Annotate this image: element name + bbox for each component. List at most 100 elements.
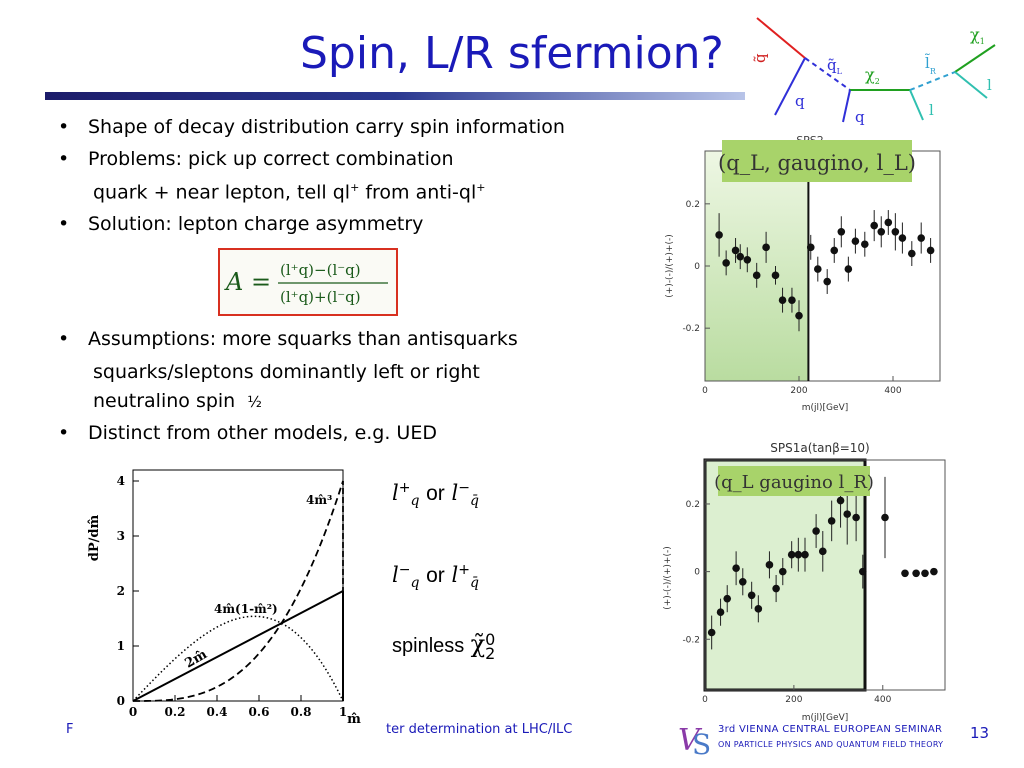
squark-label: q̃ (751, 53, 769, 63)
chart0-annot-2m: 2m̂ (183, 647, 210, 672)
chart2-xtick-label: 200 (785, 695, 802, 705)
chart2-ytick-label: -0.2 (682, 635, 700, 645)
chart2-point (921, 569, 929, 578)
chart2-label: (q_L gaugino l_R) (714, 472, 874, 493)
chart0-frame (132, 469, 344, 702)
chart1-point (743, 255, 752, 264)
chart2-point (836, 496, 845, 505)
bullet-dot: • (58, 116, 70, 138)
chart2-ytick-label: 0 (694, 568, 700, 578)
chart1-point (917, 234, 925, 242)
chart1-point (891, 228, 900, 236)
chart2-point (716, 608, 725, 617)
chart2-point (747, 591, 756, 600)
title-rule (45, 92, 745, 100)
lepton-line-2 (954, 71, 988, 99)
chart2-point (765, 561, 774, 569)
chart2-point (754, 605, 763, 613)
asymmetry-formula: A = (l⁺q)−(l⁻q) (l⁺q)+(l⁻q) (218, 248, 398, 316)
chart0-ytick-label: 0 (117, 694, 125, 708)
seminar-logo: V S (678, 723, 711, 758)
chart2-point (794, 550, 803, 559)
decay-chain-diagram: q̃ q̃L χ2 l̃R χ1 q q l l (751, 17, 996, 126)
chart2-label-box (718, 466, 870, 496)
legend-row-1: l+q or l−q̄ (392, 480, 479, 510)
chart1-point (830, 246, 839, 255)
chart1-point (823, 277, 831, 286)
footer-middle: ter determination at LHC/ILC (386, 722, 573, 737)
chart1-point (795, 311, 803, 320)
quark-line-2 (842, 89, 851, 123)
chart1-ytick-label: -0.2 (682, 324, 700, 334)
legend-row-3: spinless χ̃ 0 2 (392, 629, 496, 663)
bullet-subline: neutralino spin ½ (93, 390, 262, 412)
chart1-point (870, 221, 878, 230)
chart0-series-4m3 (132, 480, 344, 702)
chart0-annot-4m1m2: 4m̂(1-m̂²) (214, 602, 278, 616)
chart1-ytick-label: 0 (694, 262, 700, 272)
bullet-dot: • (58, 213, 70, 235)
bullet-item: • Solution: lepton charge asymmetry (58, 213, 424, 235)
chart2-point (812, 527, 820, 535)
chart0-ytick-label: 4 (117, 474, 125, 488)
chart2-ytick-label: 0.2 (686, 500, 700, 510)
chart2-point (881, 513, 889, 522)
chart1-xlabel: m(jl)[GeV] (802, 403, 848, 413)
chart0-ytick-label: 1 (117, 639, 125, 653)
chart2-point (843, 510, 852, 518)
chart0-annot-4m3: 4m̂³ (306, 493, 332, 507)
svg-text:(l⁺q)+(l⁻q): (l⁺q)+(l⁻q) (280, 288, 361, 306)
page-title: Spin, L/R sfermion? (300, 28, 724, 79)
sps2-chart: SPS2 (+)-(-)/(+)+(-) m(jl)[GeV] 02004000… (665, 134, 941, 413)
sps1a-chart: SPS1a(tanβ=10) (+)-(-)/(+)+(-) m(jl)[GeV… (663, 441, 946, 723)
chart0-xtick-label: 0.2 (165, 705, 186, 719)
chart2-point (827, 517, 836, 525)
chart2-xtick-label: 400 (874, 695, 891, 705)
chart2-point (818, 547, 827, 556)
chart2-point (930, 567, 938, 576)
lepton-label-1: l (929, 101, 934, 119)
lepton-label-2: l (987, 76, 992, 94)
chart1-point (851, 237, 860, 245)
chart0-xtick-label: 1 (339, 705, 347, 719)
chart2-point (801, 550, 809, 559)
chart0-xlabel: m̂ (347, 712, 361, 726)
chart1-point (898, 234, 907, 242)
chart0-series-2m (132, 590, 344, 702)
sps1a-chart-panel: SPS1a(tanβ=10) (+)-(-)/(+)+(-) m(jl)[GeV… (660, 428, 962, 724)
chart1-label-box (722, 140, 912, 182)
squark-l-label: q̃L (827, 56, 843, 76)
bullet-dot: • (58, 148, 70, 170)
seminar-line-2: ON PARTICLE PHYSICS AND QUANTUM FIELD TH… (718, 740, 944, 749)
chi2-label: χ2 (865, 65, 880, 86)
chart2-ylabel: (+)-(-)/(+)+(-) (663, 546, 673, 610)
chart1-xtick-label: 400 (884, 386, 901, 396)
bullet-subline: squarks/sleptons dominantly left or righ… (93, 361, 480, 383)
chart1-point (778, 296, 787, 304)
svg-text:V: V (678, 723, 703, 758)
chart1-ytick-label: 0.2 (686, 200, 700, 210)
chi1-line (954, 44, 996, 73)
chart1-xtick-label: 200 (790, 386, 807, 396)
slepton-label: l̃R (924, 54, 937, 76)
chart1-xtick-label: 0 (702, 386, 708, 396)
chart0-series-4m1m2 (132, 615, 344, 702)
lepton-line-1 (909, 89, 924, 121)
decay-distribution-chart: 0 0.2 0.4 0.6 0.8 1 0 1 2 3 4 dP/dm̂ m̂ 2m̂ 4m̂(1-… (87, 469, 361, 726)
slepton-line (909, 71, 956, 91)
chart1-point (771, 271, 780, 280)
chart1-point (844, 265, 853, 273)
chart1-point (762, 243, 770, 252)
chart2-point (852, 513, 860, 522)
chart1-point (908, 249, 916, 258)
chart2-point (778, 567, 787, 576)
chart2-point (912, 569, 920, 578)
squark-l-line (804, 57, 851, 91)
bullet-item: • Assumptions: more squarks than antisqua… (58, 328, 518, 350)
chi1-label: χ1 (970, 25, 985, 46)
chart1-ylabel: (+)-(-)/(+)+(-) (665, 234, 675, 298)
chart2-point (901, 569, 909, 578)
svg-text:S: S (692, 728, 711, 758)
chart0-xtick-label: 0.4 (207, 705, 228, 719)
chart1-point (788, 296, 796, 304)
